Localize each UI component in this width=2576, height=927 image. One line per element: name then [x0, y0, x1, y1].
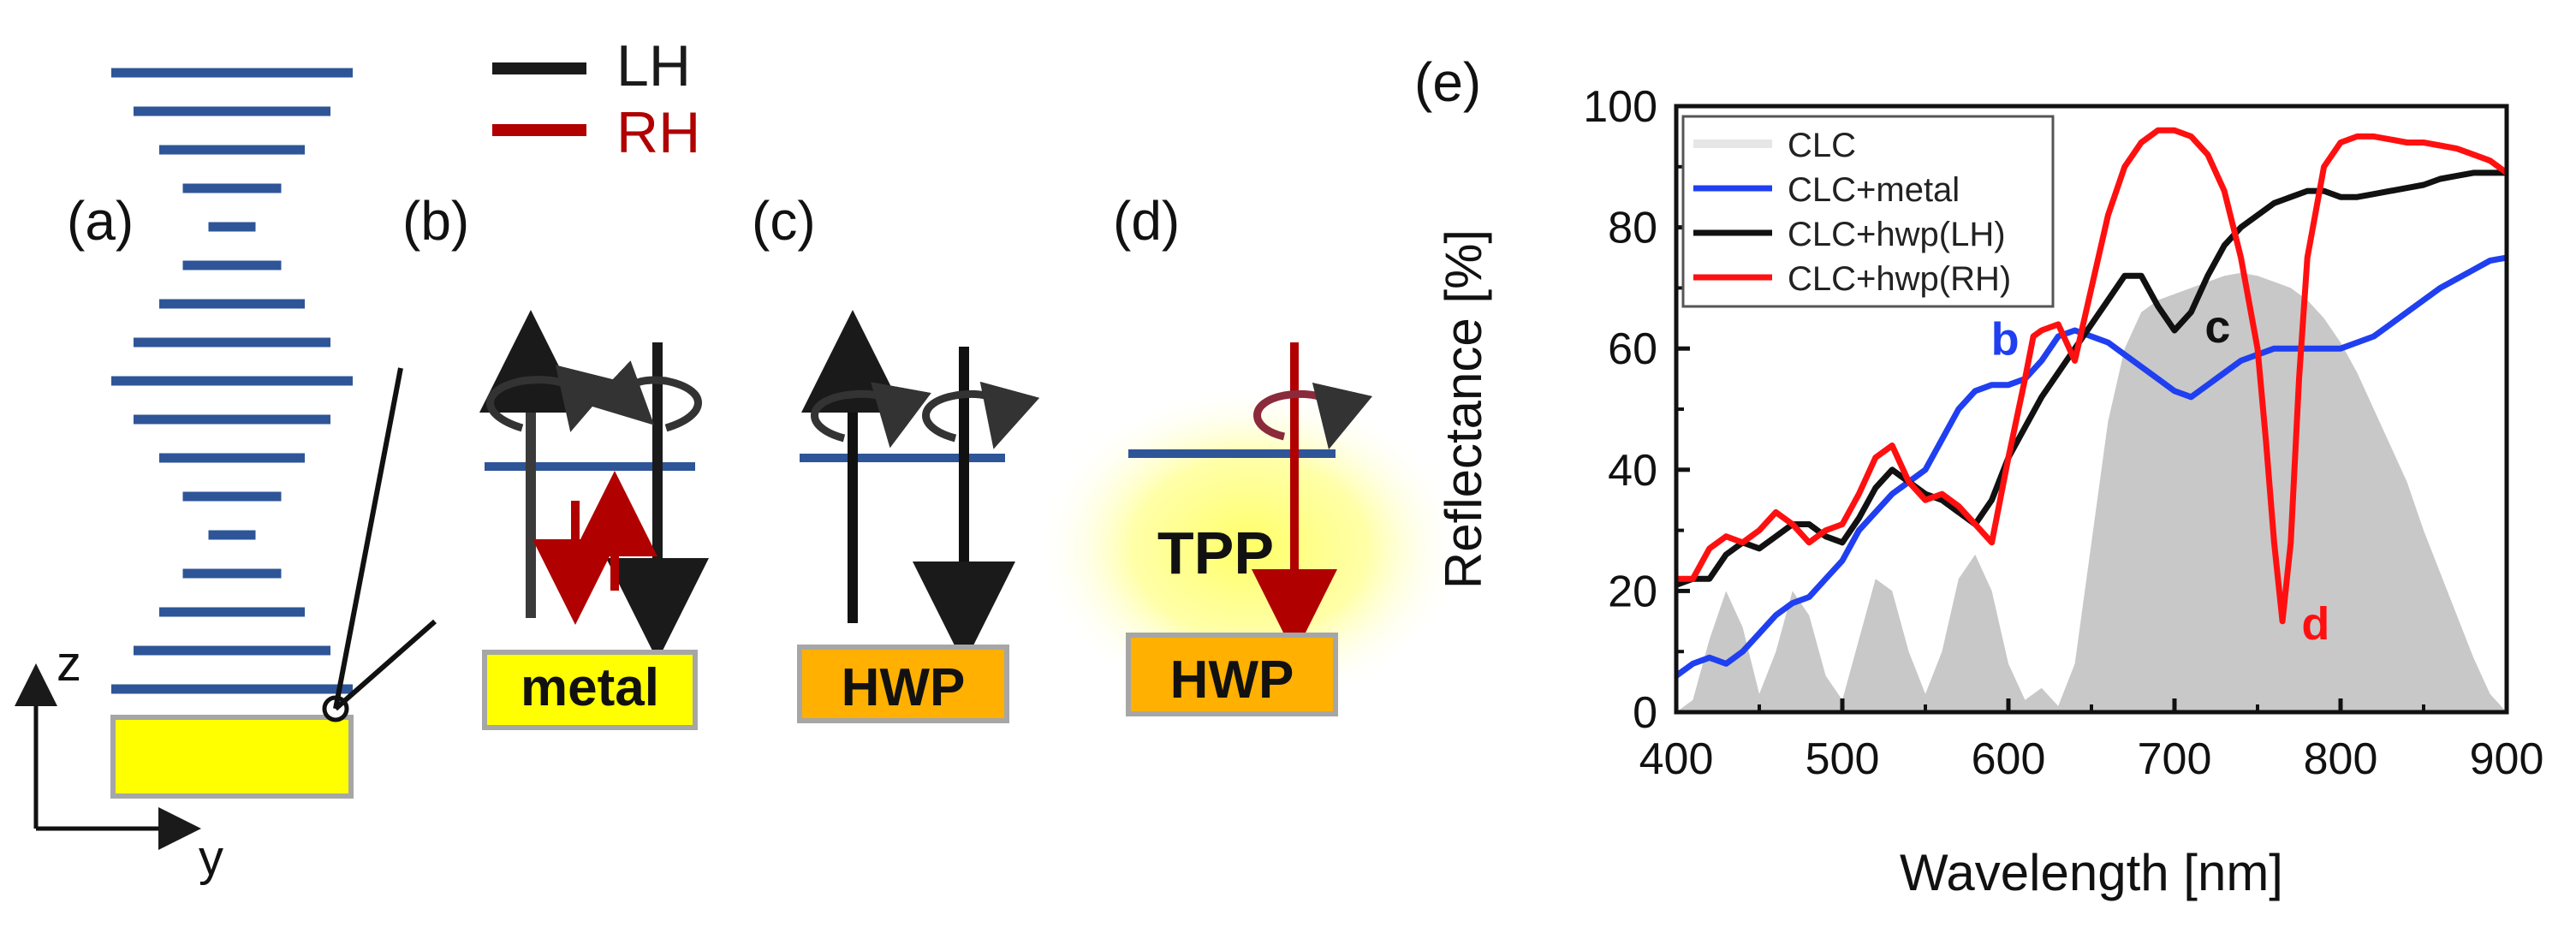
y-tick-label: 100 — [1583, 82, 1657, 132]
y-tick-label: 40 — [1608, 446, 1657, 496]
x-tick-label: 400 — [1639, 734, 1714, 784]
legend-label: CLC — [1788, 127, 1856, 164]
panel-d: (d) TPP HWP — [1036, 190, 1464, 716]
panel-a-label: (a) — [67, 190, 134, 252]
panel-c-label: (c) — [752, 190, 816, 252]
panel-b-rotation-icon-right — [588, 360, 702, 432]
panel-c-rotation-icon-right — [922, 381, 1040, 449]
panel-a-substrate — [110, 715, 354, 799]
tpp-glow — [1036, 385, 1464, 710]
legend-label: CLC+hwp(LH) — [1788, 216, 2006, 253]
y-tick-label: 60 — [1608, 324, 1657, 374]
panel-d-substrate-label: HWP — [1170, 651, 1294, 710]
panel-e-label: (e) — [1414, 51, 1481, 113]
rh-legend-label: RH — [616, 100, 700, 165]
y-axis-label: y — [199, 830, 223, 886]
annotation-c: c — [2204, 301, 2230, 353]
panel-b-substrate-label: metal — [521, 658, 659, 717]
x-tick-label: 500 — [1806, 734, 1880, 784]
panel-b-rotation-icon-left — [486, 365, 616, 432]
annotation-d: d — [2301, 598, 2329, 650]
panel-b-metal-substrate — [482, 650, 698, 730]
panel-c-rotation-icon-left — [811, 382, 931, 449]
panel-d-label: (d) — [1113, 190, 1180, 252]
legend-label: CLC+metal — [1788, 171, 1960, 209]
axis-indicator: z y — [15, 636, 223, 886]
x-axis-title: Wavelength [nm] — [1900, 844, 2283, 901]
panel-a: (a) z y — [15, 68, 437, 886]
series-clc-hwp-lh-line — [1675, 169, 2507, 588]
x-tick-label: 900 — [2470, 734, 2544, 784]
panel-d-hwp-substrate — [1126, 633, 1338, 716]
x-tick-label: 800 — [2304, 734, 2378, 784]
series-clc-hwp-rh-line — [1676, 127, 2509, 625]
reflectance-chart: 400 500 600 700 800 900 0 20 40 60 80 100 Wavelength… — [1435, 82, 2543, 901]
x-tick-label: 700 — [2138, 734, 2212, 784]
chart-legend: CLC CLC+metal CLC+hwp(LH) CLC+hwp(RH) — [1681, 115, 2055, 308]
x-tick-label: 600 — [1972, 734, 2046, 784]
z-axis-label: z — [57, 636, 81, 692]
clc-layer-stack — [111, 68, 353, 694]
panel-c-hwp-substrate — [797, 645, 1009, 723]
y-tick-label: 20 — [1608, 567, 1657, 616]
panel-c-substrate-label: HWP — [842, 658, 966, 717]
lh-legend-label: LH — [616, 33, 691, 98]
zoom-line-upper — [333, 367, 403, 710]
y-tick-label: 0 — [1633, 688, 1657, 738]
y-tick-label: 80 — [1608, 204, 1657, 253]
series-clc-metal-line — [1674, 254, 2508, 679]
legend-label: CLC+hwp(RH) — [1788, 260, 2011, 298]
panel-d-rotation-icon — [1253, 382, 1373, 450]
plot-area — [1674, 127, 2509, 712]
y-axis-title: Reflectance [%] — [1435, 229, 1492, 589]
panel-b: (b) metal — [402, 190, 709, 730]
tpp-label: TPP — [1157, 520, 1274, 586]
top-legend: LH RH — [492, 33, 700, 165]
panel-b-label: (b) — [402, 190, 469, 252]
annotation-b: b — [1991, 313, 2020, 365]
zoom-line-lower — [334, 619, 437, 711]
panel-c: (c) HWP — [752, 190, 1040, 723]
panel-e: (e) 400 500 600 700 800 900 0 20 40 60 80 100 Wavele… — [1414, 51, 2543, 901]
